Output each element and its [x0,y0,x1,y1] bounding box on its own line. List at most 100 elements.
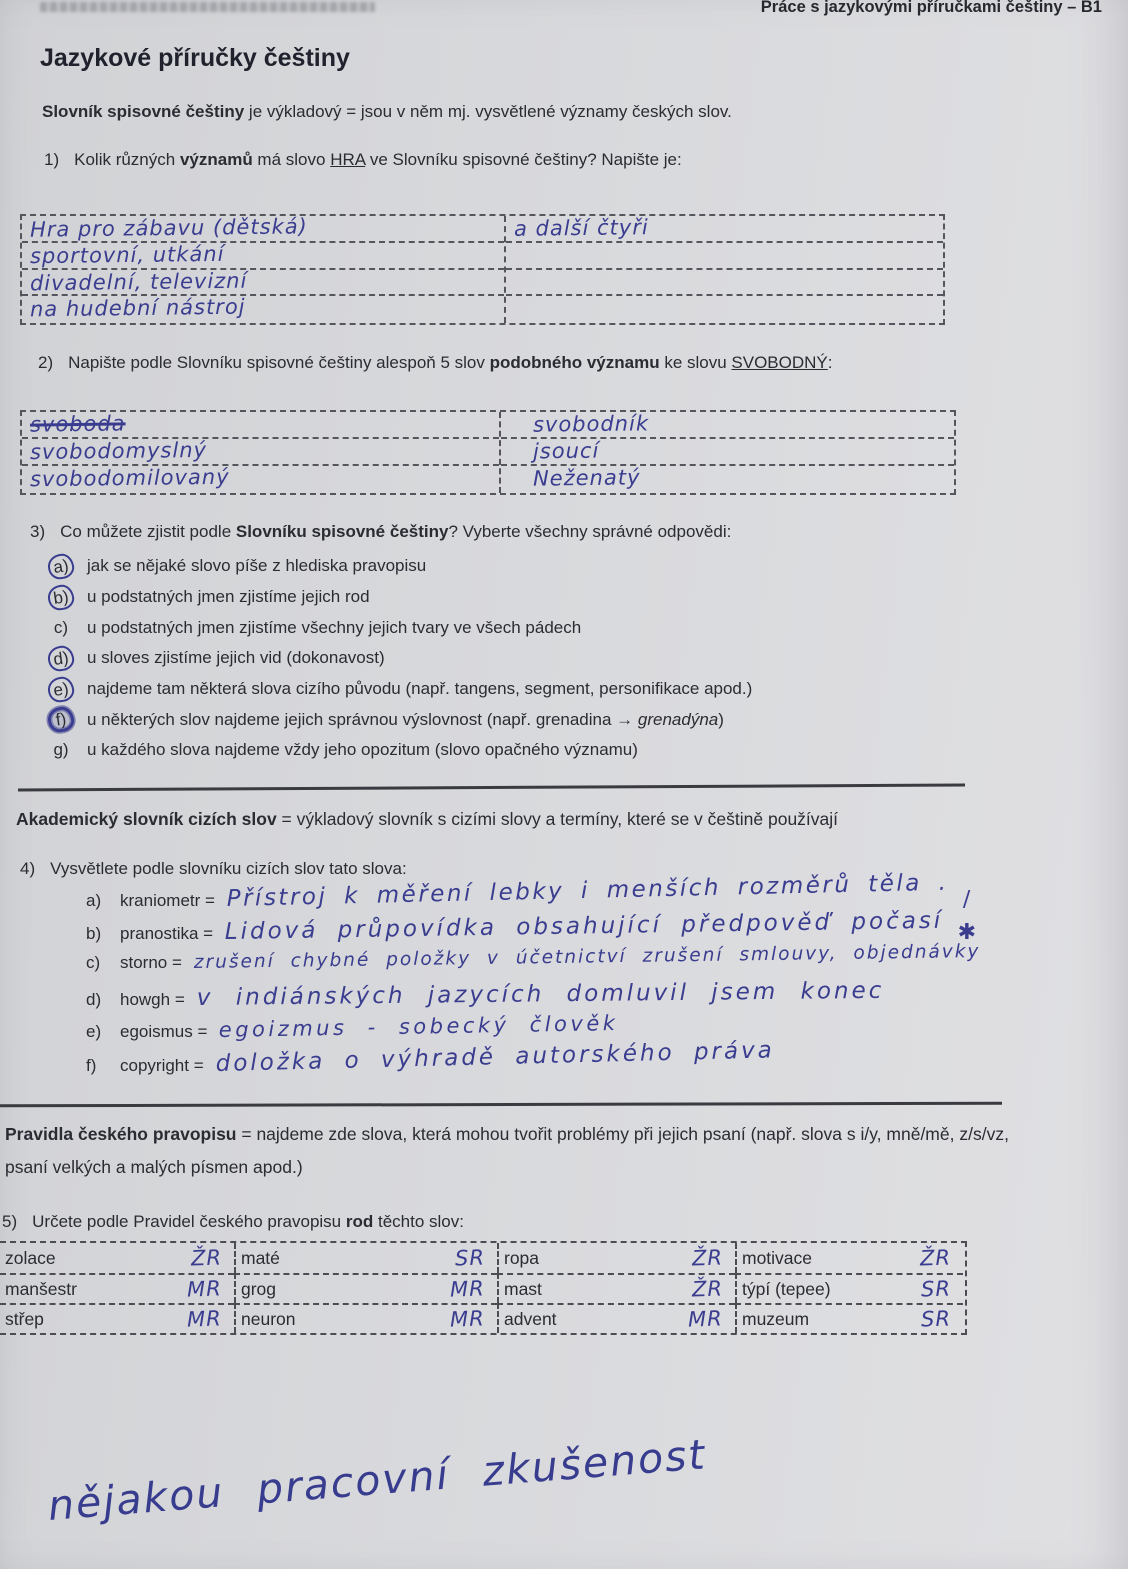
option-b-text: u podstatných jmen zjistíme jejich rod [87,587,370,607]
table-cell: motivace ŽR [735,1243,963,1273]
question-4-items: a) kraniometr = Přístroj k měření lebky i … [86,870,1128,1084]
q4-item-a-term: kraniometr = [120,891,215,910]
question-1-number: 1) [44,150,60,169]
option-a-circle-mark: a) [46,552,76,581]
table-word: motivace [742,1247,813,1268]
answer-line: jsoucí [501,439,954,466]
answer-box-q2-right-column: svobodník jsoucí Neženatý [499,411,954,493]
table-cell: manšestr MR [0,1273,234,1303]
answer-box-q1-left-column: Hra pro zábavu (dětská) sportovní, utkán… [22,214,504,323]
handwritten-gender: MR [186,1276,223,1302]
question-4: 4) Vysvětlete podle slovníku cizích slov … [20,858,407,879]
question-3-text: Co můžete zjistit podle [60,522,236,541]
handwritten-gender: ŽR [919,1245,952,1271]
q4-item-b-asterisk-mark: ✱ [957,920,978,945]
option-g-letter: g) [53,740,69,760]
q4-item-e-letter: e) [86,1022,102,1041]
question-2-text2: ke slovu [659,353,732,372]
answer-box-q2-left-column: svoboda svobodomyslný svobodomilovaný [22,411,499,493]
option-f-text: u některých slov najdeme jejich správnou… [87,710,724,730]
question-1-text2: má slovo [252,150,331,169]
section-foreign-dictionary: Akademický slovník cizích slov = výklado… [16,809,838,830]
option-a-text: jak se nějaké slovo píše z hlediska prav… [87,556,427,576]
q4-item-f: f) copyright = doložka o výhradě autorskéh… [86,1037,1128,1084]
q4-item-a-letter: a) [86,891,102,910]
option-d: d) u sloves zjistíme jejich vid (dokonavo… [46,643,1078,674]
table-cell: muzeum SR [735,1303,963,1333]
option-f-heavy-circle-mark: f) [46,705,76,734]
handwritten-answer: sportovní, utkání [29,241,225,268]
q4-item-f-letter: f) [86,1056,97,1075]
option-g-text: u každého slova najdeme vždy jeho opozit… [87,740,638,760]
question-4-number: 4) [20,859,36,878]
handwritten-gender: MR [449,1306,486,1332]
page-title: Jazykové příručky češtiny [40,44,350,72]
handwritten-answer: svobodník [532,411,650,437]
answer-line: svobodomilovaný [22,464,499,493]
section-foreign-definition: = výkladový slovník s cizími slovy a ter… [276,809,839,829]
page-header-right: Práce s jazykovými příručkami češtiny – … [760,0,1102,16]
answer-line: svoboda [22,411,499,439]
question-1: 1) Kolik různých významů má slovo HRA ve … [44,149,682,170]
table-word: grog [241,1278,277,1299]
option-b: b) u podstatných jmen zjistíme jejich rod [46,582,1078,613]
option-d-circle-mark: d) [46,644,76,673]
q4-item-f-term: copyright = [120,1056,204,1075]
answer-line [506,296,943,323]
question-5: 5) Určete podle Pravidel českého pravopis… [2,1211,464,1232]
question-3-options: a) jak se nějaké slovo píše z hlediska pr… [46,551,1078,766]
answer-line: svobodník [501,411,954,439]
handwritten-answer: svobodomyslný [29,437,208,465]
table-cell: neuron MR [234,1303,497,1333]
option-c-text: u podstatných jmen zjistíme všechny jeji… [87,617,582,637]
table-word: zolace [5,1247,56,1268]
answer-line: Neženatý [501,465,954,493]
question-3-number: 3) [30,522,46,541]
bottom-handwritten-note: nějakou pracovní zkušenost [46,1430,709,1530]
table-word: manšestr [5,1278,77,1299]
answer-line: sportovní, utkání [22,241,504,270]
answer-line [506,270,943,297]
section-foreign-term: Akademický slovník cizích slov [16,809,277,829]
option-e: e) najdeme tam některá slova cizího původ… [46,674,1078,705]
handwritten-answer: svobodomilovaný [29,464,230,492]
table-word: neuron [241,1308,296,1329]
q4-item-e: e) egoismus = egoizmus - sobecký člověk [86,1011,1128,1051]
q4-item-b-term: pranostika = [120,924,214,943]
option-b-circle-mark: b) [46,582,76,612]
q4-item-d-term: howgh = [120,990,185,1009]
q4-item-d: d) howgh = v indiánských jazycích domluvil… [86,978,1128,1018]
table-cell: zolace ŽR [0,1243,234,1273]
answer-box-q1-right-column: a další čtyři [504,215,943,323]
section-spelling-rules: Pravidla českého pravopisu = najdeme zde… [5,1118,1015,1185]
question-2-keyword: SVOBODNÝ [731,353,828,372]
table-cell: ropa ŽR [497,1243,735,1273]
handwritten-answer-struck: svoboda [29,411,126,437]
option-c: c) u podstatných jmen zjistíme všechny je… [48,612,1078,643]
illegible-print-smudge [40,2,375,12]
q4-item-b-letter: b) [86,924,102,943]
question-1-text3: ve Slovníku spisovné češtiny? Napište je… [365,150,682,169]
intro-paragraph: Slovník spisovné češtiny je výkladový = … [42,101,732,122]
question-5-text2: těchto slov: [373,1212,464,1231]
question-4-text: Vysvětlete podle slovníku cizích slov ta… [50,859,407,878]
handwritten-gender: ŽR [691,1276,724,1302]
q4-item-d-letter: d) [86,990,102,1009]
question-3-text2: ? Vyberte všechny správné odpovědi: [448,522,732,541]
section-divider-line [0,1101,1003,1108]
question-5-text: Určete podle Pravidel českého pravopisu [32,1212,346,1231]
handwritten-gender: ŽR [691,1245,724,1271]
handwritten-answer: divadelní, televizní [29,268,248,295]
table-cell: advent MR [497,1303,735,1333]
option-c-letter: c) [53,617,69,637]
section-rules-term: Pravidla českého pravopisu [5,1124,237,1144]
q4-item-c: c) storno = zrušení chybné položky v účetn… [86,941,1128,985]
answer-box-q2: svoboda svobodomyslný svobodomilovaný sv… [20,410,956,495]
handwritten-answer: Neženatý [532,465,641,491]
question-3: 3) Co můžete zjistit podle Slovníku spiso… [30,521,731,542]
intro-term: Slovník spisovné češtiny [42,102,245,121]
question-3-bold: Slovníku spisovné češtiny [235,522,449,541]
question-1-bold: významů [179,150,253,169]
handwritten-gender: MR [186,1306,223,1332]
